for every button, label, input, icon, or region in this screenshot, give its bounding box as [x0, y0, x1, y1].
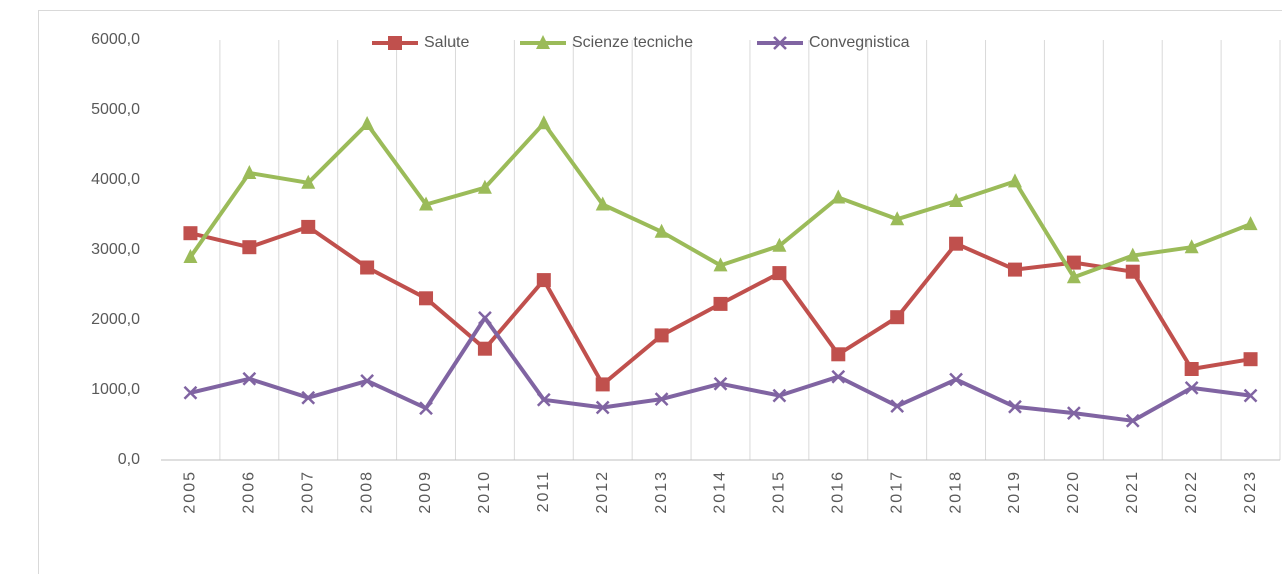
data-point: [1184, 381, 1199, 395]
data-point: [1243, 352, 1258, 367]
data-point: [1066, 406, 1081, 420]
legend-marker: [388, 36, 402, 50]
data-point: [1007, 262, 1022, 277]
data-point: [772, 237, 787, 252]
data-point: [536, 273, 551, 288]
y-tick-label: 1000,0: [91, 381, 140, 398]
data-point: [242, 240, 257, 255]
y-tick-label: 4000,0: [91, 171, 140, 188]
data-point: [654, 223, 669, 238]
data-point: [949, 193, 964, 207]
legend-label: Salute: [424, 34, 469, 51]
data-point: [301, 390, 316, 405]
x-tick-label: 2006: [241, 470, 258, 514]
x-tick-label: 2013: [653, 470, 670, 514]
x-tick-label: 2016: [830, 470, 847, 514]
data-point: [242, 371, 257, 386]
x-tick-label: 2023: [1242, 470, 1259, 514]
data-point: [478, 311, 492, 325]
x-tick-label: 2010: [476, 470, 493, 514]
data-point: [772, 388, 787, 403]
data-point: [536, 392, 551, 407]
data-point: [1007, 173, 1022, 188]
legend-marker: [773, 36, 787, 50]
data-point: [595, 400, 610, 415]
data-point: [831, 189, 846, 204]
data-point: [949, 372, 963, 387]
data-point: [949, 236, 964, 251]
data-point: [360, 116, 375, 130]
y-tick-label: 5000,0: [91, 101, 140, 118]
data-point: [1066, 269, 1081, 284]
data-point: [1066, 255, 1081, 270]
data-point: [183, 385, 198, 400]
x-tick-label: 2014: [712, 470, 729, 514]
data-point: [360, 374, 375, 388]
legend-label: Scienze tecniche: [572, 34, 693, 51]
legend-label: Convegnistica: [809, 34, 910, 51]
data-point: [654, 328, 669, 343]
x-tick-label: 2019: [1006, 470, 1023, 514]
x-tick-label: 2008: [358, 470, 375, 514]
x-tick-label: 2020: [1065, 470, 1082, 514]
x-tick-label: 2021: [1124, 470, 1141, 514]
data-point: [301, 174, 316, 189]
x-tick-label: 2007: [299, 470, 316, 514]
x-tick-label: 2012: [594, 470, 611, 514]
data-point: [419, 196, 434, 211]
data-point: [890, 310, 905, 325]
data-point: [360, 260, 375, 275]
y-tick-label: 2000,0: [91, 311, 140, 328]
data-point: [1008, 399, 1022, 414]
x-tick-label: 2005: [182, 470, 199, 514]
data-point: [654, 392, 669, 406]
data-point: [1184, 239, 1199, 254]
data-point: [595, 196, 610, 211]
data-point: [890, 211, 905, 226]
data-point: [419, 291, 434, 306]
data-point: [1243, 216, 1258, 231]
data-point: [713, 257, 728, 272]
data-point: [1184, 362, 1199, 376]
data-point: [477, 179, 492, 194]
data-point: [1243, 388, 1258, 403]
y-tick-label: 3000,0: [91, 241, 140, 258]
data-point: [536, 115, 551, 130]
data-point: [419, 401, 433, 416]
data-point: [831, 369, 846, 384]
x-tick-label: 2015: [771, 470, 788, 514]
data-point: [1125, 413, 1140, 428]
series-line: [189, 315, 1251, 423]
data-point: [183, 226, 198, 241]
x-tick-label: 2018: [947, 470, 964, 514]
data-point: [713, 376, 728, 391]
data-point: [301, 219, 316, 234]
data-point: [772, 266, 787, 281]
y-tick-label: 6000,0: [91, 31, 140, 48]
data-point: [1125, 264, 1140, 279]
y-tick-label: 0,0: [118, 451, 140, 468]
x-tick-label: 2022: [1183, 470, 1200, 514]
x-tick-label: 2011: [535, 470, 552, 512]
data-point: [595, 377, 610, 392]
data-point: [890, 399, 905, 413]
chart-border: [38, 10, 1282, 574]
data-point: [242, 165, 257, 179]
x-tick-label: 2009: [417, 470, 434, 514]
data-point: [1125, 247, 1140, 262]
data-point: [713, 296, 728, 311]
data-point: [477, 341, 492, 356]
legend-marker: [536, 35, 550, 49]
data-point: [831, 347, 846, 362]
x-tick-label: 2017: [888, 470, 905, 514]
data-point: [183, 249, 198, 263]
